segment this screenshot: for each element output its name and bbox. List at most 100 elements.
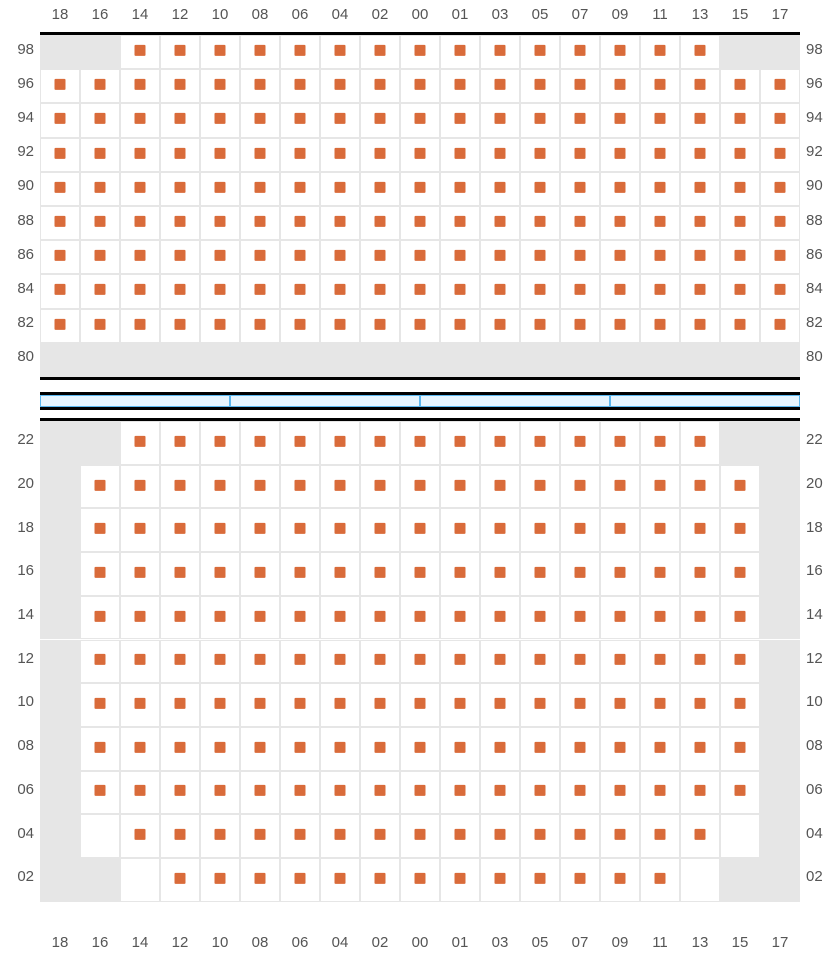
seat[interactable] (720, 508, 760, 552)
seat[interactable] (320, 35, 360, 69)
seat[interactable] (760, 274, 800, 308)
seat[interactable] (600, 69, 640, 103)
seat[interactable] (680, 771, 720, 815)
seat[interactable] (720, 206, 760, 240)
seat[interactable] (120, 596, 160, 640)
seat[interactable] (560, 103, 600, 137)
seat[interactable] (160, 35, 200, 69)
seat[interactable] (120, 172, 160, 206)
seat[interactable] (640, 596, 680, 640)
seat[interactable] (240, 206, 280, 240)
seat[interactable] (240, 596, 280, 640)
seat[interactable] (360, 508, 400, 552)
seat[interactable] (200, 727, 240, 771)
seat[interactable] (440, 138, 480, 172)
seat[interactable] (280, 309, 320, 343)
seat[interactable] (240, 640, 280, 684)
seat[interactable] (240, 465, 280, 509)
seat[interactable] (720, 274, 760, 308)
seat[interactable] (240, 69, 280, 103)
seat[interactable] (200, 35, 240, 69)
seat[interactable] (200, 206, 240, 240)
seat[interactable] (280, 206, 320, 240)
seat[interactable] (80, 69, 120, 103)
seat[interactable] (400, 309, 440, 343)
seat[interactable] (520, 172, 560, 206)
seat[interactable] (720, 103, 760, 137)
seat[interactable] (80, 138, 120, 172)
seat[interactable] (160, 309, 200, 343)
seat[interactable] (120, 206, 160, 240)
seat[interactable] (640, 771, 680, 815)
seat[interactable] (160, 69, 200, 103)
seat[interactable] (280, 421, 320, 465)
seat[interactable] (240, 814, 280, 858)
seat[interactable] (560, 640, 600, 684)
seat[interactable] (480, 814, 520, 858)
seat[interactable] (80, 596, 120, 640)
seat[interactable] (320, 103, 360, 137)
seat[interactable] (560, 552, 600, 596)
seat[interactable] (600, 274, 640, 308)
seat[interactable] (440, 640, 480, 684)
seat[interactable] (640, 814, 680, 858)
seat[interactable] (280, 69, 320, 103)
seat[interactable] (280, 727, 320, 771)
seat[interactable] (320, 240, 360, 274)
seat[interactable] (400, 172, 440, 206)
seat[interactable] (440, 683, 480, 727)
seat[interactable] (680, 683, 720, 727)
seat[interactable] (440, 240, 480, 274)
seat[interactable] (720, 727, 760, 771)
seat[interactable] (80, 552, 120, 596)
seat[interactable] (320, 465, 360, 509)
seat[interactable] (480, 309, 520, 343)
seat[interactable] (240, 103, 280, 137)
seat[interactable] (760, 172, 800, 206)
seat[interactable] (240, 138, 280, 172)
seat[interactable] (560, 309, 600, 343)
seat[interactable] (720, 596, 760, 640)
seat[interactable] (480, 421, 520, 465)
seat[interactable] (520, 552, 560, 596)
seat[interactable] (400, 771, 440, 815)
seat[interactable] (640, 240, 680, 274)
seat[interactable] (640, 858, 680, 902)
seat[interactable] (400, 138, 440, 172)
seat[interactable] (520, 274, 560, 308)
seat[interactable] (200, 465, 240, 509)
seat[interactable] (80, 727, 120, 771)
seat[interactable] (480, 727, 520, 771)
seat[interactable] (520, 858, 560, 902)
seat[interactable] (400, 206, 440, 240)
seat[interactable] (520, 69, 560, 103)
seat[interactable] (400, 683, 440, 727)
seat[interactable] (680, 596, 720, 640)
seat[interactable] (280, 683, 320, 727)
seat[interactable] (480, 858, 520, 902)
seat[interactable] (120, 727, 160, 771)
seat[interactable] (280, 508, 320, 552)
seat[interactable] (520, 138, 560, 172)
seat[interactable] (160, 814, 200, 858)
seat[interactable] (80, 274, 120, 308)
seat[interactable] (560, 814, 600, 858)
seat[interactable] (240, 274, 280, 308)
seat[interactable] (200, 172, 240, 206)
seat[interactable] (80, 640, 120, 684)
seat[interactable] (120, 138, 160, 172)
seat[interactable] (320, 172, 360, 206)
seat[interactable] (560, 274, 600, 308)
seat[interactable] (320, 858, 360, 902)
seat[interactable] (40, 274, 80, 308)
seat[interactable] (440, 465, 480, 509)
seat[interactable] (640, 552, 680, 596)
seat[interactable] (360, 274, 400, 308)
seat[interactable] (480, 640, 520, 684)
seat[interactable] (440, 206, 480, 240)
seat[interactable] (160, 508, 200, 552)
seat[interactable] (80, 172, 120, 206)
seat[interactable] (360, 309, 400, 343)
seat[interactable] (400, 508, 440, 552)
seat[interactable] (80, 103, 120, 137)
